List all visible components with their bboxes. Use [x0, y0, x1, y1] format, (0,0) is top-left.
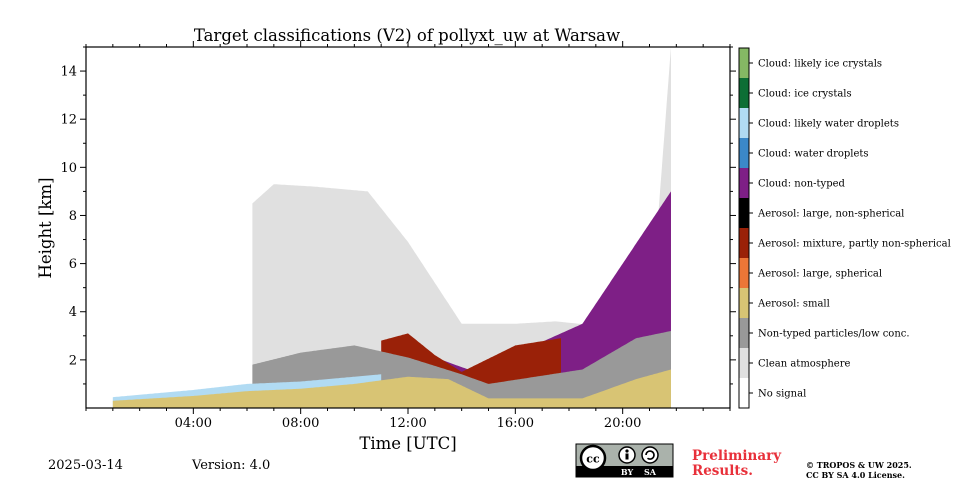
legend-label: Aerosol: large, non-spherical — [757, 209, 904, 220]
legend-label: Aerosol: small — [757, 299, 830, 310]
legend-label: No signal — [758, 389, 806, 400]
copyright-line-2: CC BY SA 4.0 License. — [806, 470, 905, 480]
legend-label: Aerosol: mixture, partly non-spherical — [757, 239, 951, 250]
chart-title: Target classifications (V2) of pollyxt_u… — [194, 26, 620, 45]
y-axis-label: Height [km] — [36, 177, 55, 278]
plot-area — [112, 47, 672, 408]
legend-swatch — [739, 198, 749, 228]
license-badge-graphic: cc BY SA — [575, 443, 674, 478]
legend-label: Cloud: likely water droplets — [758, 119, 899, 130]
legend-label: Non-typed particles/low conc. — [758, 329, 910, 340]
legend-label: Cloud: ice crystals — [758, 89, 852, 100]
x-tick-label: 16:00 — [497, 416, 534, 431]
legend-label: Cloud: non-typed — [758, 179, 846, 190]
x-tick-label: 20:00 — [604, 416, 641, 431]
preliminary-results-note: Preliminary Results. — [692, 449, 781, 479]
share-alike-icon — [641, 446, 659, 464]
y-tick-label: 4 — [69, 305, 77, 320]
legend-swatch — [739, 348, 749, 378]
cc-logo-text: cc — [586, 453, 600, 466]
legend-label: Cloud: likely ice crystals — [758, 59, 882, 70]
legend-label: Aerosol: large, spherical — [757, 269, 882, 280]
preliminary-line-1: Preliminary — [692, 448, 782, 464]
copyright-line-1: © TROPOS & UW 2025. — [806, 460, 912, 470]
y-tick-label: 10 — [60, 161, 77, 176]
legend-swatch — [739, 318, 749, 348]
legend-swatch — [739, 168, 749, 198]
footer-version: Version: 4.0 — [192, 458, 271, 473]
legend-swatch — [739, 228, 749, 258]
class-area-clean-atmosphere — [252, 47, 671, 408]
y-tick-label: 6 — [69, 257, 77, 272]
y-tick-label: 12 — [60, 113, 77, 128]
legend-label: Cloud: water droplets — [758, 149, 869, 160]
colorbar-legend: Cloud: likely ice crystals Cloud: ice cry… — [738, 47, 951, 409]
preliminary-line-2: Results. — [692, 463, 753, 479]
class-area-aerosol-small — [112, 369, 672, 408]
legend-swatch — [739, 138, 749, 168]
y-tick-label: 8 — [69, 209, 77, 224]
x-tick-label: 12:00 — [389, 416, 426, 431]
legend-label: Clean atmosphere — [758, 359, 851, 370]
x-axis-label: Time [UTC] — [359, 434, 456, 453]
legend-swatch — [739, 78, 749, 108]
cc-logo-icon — [579, 444, 607, 472]
legend-frame — [738, 47, 750, 409]
footer-date: 2025-03-14 — [48, 458, 123, 473]
y-tick-label: 2 — [69, 353, 77, 368]
legend-swatch — [739, 258, 749, 288]
copyright-note: © TROPOS & UW 2025. CC BY SA 4.0 License… — [806, 460, 912, 480]
legend-swatch — [739, 288, 749, 318]
y-tick-label: 14 — [60, 65, 77, 80]
x-tick-label: 08:00 — [282, 416, 319, 431]
legend-swatch — [739, 378, 749, 408]
legend-swatch — [739, 108, 749, 138]
axes: 04:00 08:00 12:00 16:00 20:00 2 4 6 8 10 12 14 — [60, 41, 736, 431]
by-label: BY — [621, 467, 634, 477]
legend-swatch — [739, 48, 749, 78]
x-tick-label: 04:00 — [175, 416, 212, 431]
sa-label: SA — [644, 467, 657, 477]
